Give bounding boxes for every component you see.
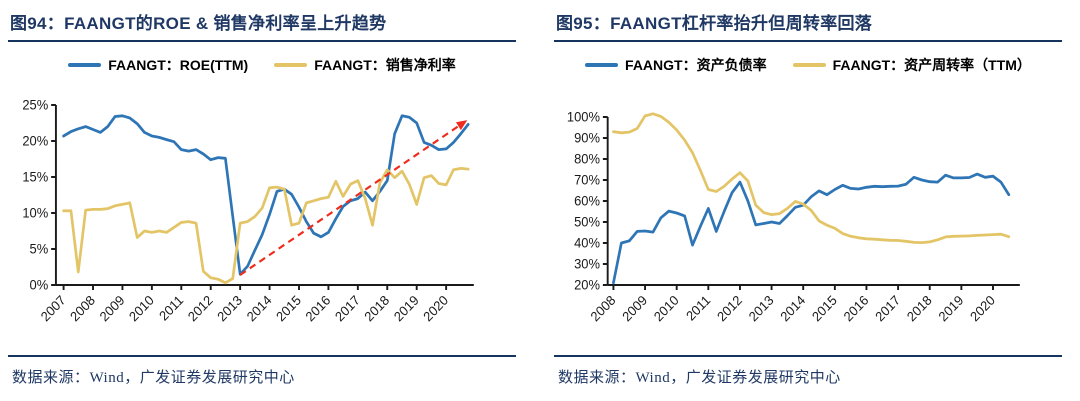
title-rule xyxy=(554,40,1062,42)
svg-text:2008: 2008 xyxy=(588,292,619,324)
svg-text:2018: 2018 xyxy=(904,292,935,324)
svg-text:2011: 2011 xyxy=(156,292,186,323)
y-tick-labels: 0% 5% 10% 15% 20% 25% xyxy=(22,97,48,292)
x-tick-labels: 2008 2009 2010 2011 2012 2013 2014 2015 2016 2017… xyxy=(588,292,998,324)
svg-text:2009: 2009 xyxy=(619,292,650,324)
legend-label: FAANGT：资产周转率（TTM） xyxy=(832,57,1031,73)
svg-text:2012: 2012 xyxy=(714,292,745,324)
svg-text:50%: 50% xyxy=(574,214,600,229)
axes xyxy=(602,116,1020,290)
series-line-1 xyxy=(62,167,470,285)
svg-text:2019: 2019 xyxy=(391,292,422,324)
svg-text:2016: 2016 xyxy=(303,292,334,324)
svg-text:2015: 2015 xyxy=(809,292,840,324)
legend-line-swatch xyxy=(68,63,102,67)
svg-text:90%: 90% xyxy=(574,130,600,145)
legend-item: FAANGT：ROE(TTM) xyxy=(68,55,248,75)
legend-line-swatch xyxy=(274,63,308,67)
legend-label: FAANGT：销售净利率 xyxy=(314,57,456,73)
svg-text:15%: 15% xyxy=(22,169,48,184)
title-rule xyxy=(8,40,516,42)
svg-text:2020: 2020 xyxy=(420,292,451,324)
legend-item: FAANGT：销售净利率 xyxy=(274,55,456,75)
figure-94-panel: 图94：FAANGT的ROE & 销售净利率呈上升趋势 FAANGT：ROE(T… xyxy=(8,6,516,395)
svg-text:2020: 2020 xyxy=(967,292,998,324)
series-line-1 xyxy=(612,112,1011,245)
figure-94-source: 数据来源：Wind，广发证券发展研究中心 xyxy=(8,355,516,395)
svg-text:2013: 2013 xyxy=(214,292,245,324)
svg-text:30%: 30% xyxy=(574,256,600,271)
svg-text:2018: 2018 xyxy=(361,292,392,324)
svg-text:2009: 2009 xyxy=(97,292,128,324)
svg-text:5%: 5% xyxy=(30,241,49,256)
svg-text:40%: 40% xyxy=(574,235,600,250)
svg-text:2016: 2016 xyxy=(841,292,872,324)
svg-text:70%: 70% xyxy=(574,172,600,187)
svg-text:0%: 0% xyxy=(30,277,49,292)
figure-95-legend: FAANGT：资产负债率 FAANGT：资产周转率（TTM） xyxy=(554,55,1062,75)
trend-arrow xyxy=(239,120,468,276)
figure-95-line-chart: 20% 30% 40% 50% 60% 70% 80% 90% 100% 2008 2009 2010… xyxy=(567,109,1020,324)
legend-item: FAANGT：资产负债率 xyxy=(585,55,767,75)
svg-text:2014: 2014 xyxy=(777,292,808,324)
svg-text:20%: 20% xyxy=(22,133,48,148)
svg-text:60%: 60% xyxy=(574,193,600,208)
svg-text:2013: 2013 xyxy=(746,292,777,324)
svg-text:2017: 2017 xyxy=(872,292,903,324)
figure-94-legend: FAANGT：ROE(TTM) FAANGT：销售净利率 xyxy=(8,55,516,75)
svg-text:2007: 2007 xyxy=(38,292,69,324)
svg-text:10%: 10% xyxy=(22,205,48,220)
svg-text:2019: 2019 xyxy=(936,292,967,324)
svg-text:25%: 25% xyxy=(22,97,48,112)
svg-text:2014: 2014 xyxy=(244,292,275,324)
figure-95-title: 图95：FAANGT杠杆率抬升但周转率回落 xyxy=(556,14,873,33)
figure-95-source: 数据来源：Wind，广发证券发展研究中心 xyxy=(554,355,1062,395)
svg-text:2015: 2015 xyxy=(273,292,304,324)
figure-95-panel: 图95：FAANGT杠杆率抬升但周转率回落 FAANGT：资产负债率 FAANGT… xyxy=(554,6,1062,395)
svg-text:2012: 2012 xyxy=(185,292,216,324)
legend-item: FAANGT：资产周转率（TTM） xyxy=(792,55,1031,75)
legend-line-swatch xyxy=(792,63,826,67)
svg-text:20%: 20% xyxy=(574,277,600,292)
svg-text:2010: 2010 xyxy=(651,292,682,324)
y-tick-labels: 20% 30% 40% 50% 60% 70% 80% 90% 100% xyxy=(567,109,600,292)
svg-text:2011: 2011 xyxy=(683,292,713,323)
series-line-0 xyxy=(62,114,470,276)
legend-label: FAANGT：资产负债率 xyxy=(625,57,767,73)
svg-text:2008: 2008 xyxy=(67,292,98,324)
svg-text:80%: 80% xyxy=(574,151,600,166)
axes xyxy=(51,104,474,290)
series-line-0 xyxy=(612,172,1011,285)
svg-text:2010: 2010 xyxy=(126,292,157,324)
svg-text:2017: 2017 xyxy=(332,292,363,324)
svg-text:100%: 100% xyxy=(567,109,600,124)
legend-label: FAANGT：ROE(TTM) xyxy=(108,57,249,73)
figure-94-title: 图94：FAANGT的ROE & 销售净利率呈上升趋势 xyxy=(10,14,387,33)
legend-line-swatch xyxy=(585,63,619,67)
